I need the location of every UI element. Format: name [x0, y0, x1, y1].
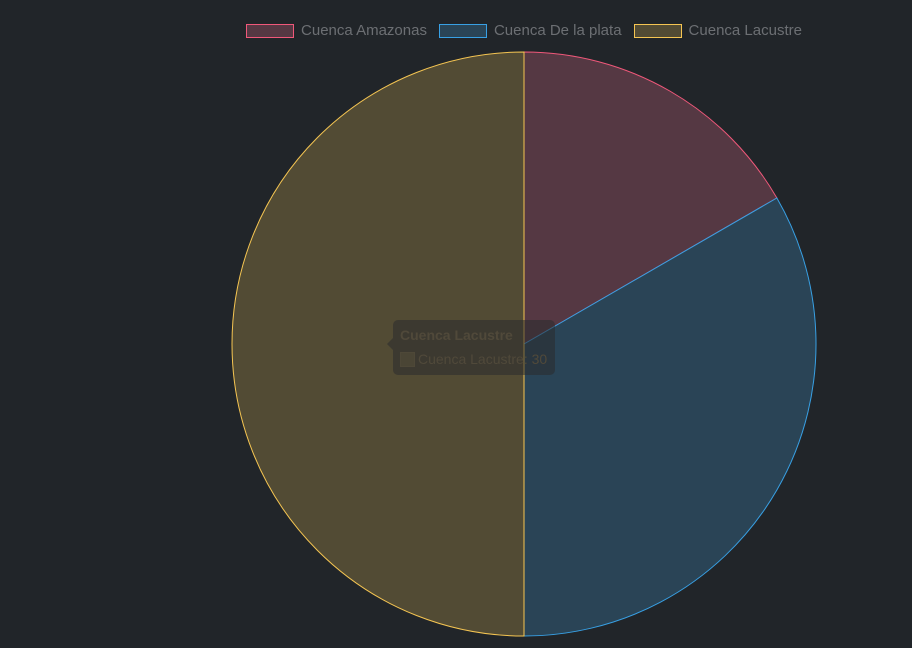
legend-label-cuenca-amazonas: Cuenca Amazonas	[301, 22, 427, 39]
legend-item-cuenca-de-la-plata[interactable]: Cuenca De la plata	[438, 22, 622, 39]
legend-swatch-cuenca-lacustre	[633, 23, 682, 38]
pie-slice-cuenca-de-la-plata[interactable]	[523, 197, 817, 637]
tooltip-color-swatch	[400, 351, 415, 367]
tooltip-label: Cuenca Lacustre: 30	[418, 351, 548, 367]
legend-label-cuenca-lacustre: Cuenca Lacustre	[688, 22, 802, 39]
legend-item-cuenca-amazonas[interactable]: Cuenca Amazonas	[246, 22, 427, 39]
legend-swatch-cuenca-amazonas	[246, 23, 295, 38]
tooltip-title: Cuenca Lacustre	[400, 327, 513, 343]
chart-legend: Cuenca Amazonas Cuenca De la plata Cuenc…	[0, 22, 912, 39]
legend-label-cuenca-de-la-plata: Cuenca De la plata	[493, 22, 622, 39]
legend-swatch-cuenca-de-la-plata	[438, 23, 487, 38]
pie-slice-cuenca-amazonas[interactable]	[523, 51, 778, 345]
legend-item-cuenca-lacustre[interactable]: Cuenca Lacustre	[633, 22, 802, 39]
chart-tooltip: Cuenca Lacustre Cuenca Lacustre: 30	[386, 320, 556, 375]
pie-slice-cuenca-lacustre[interactable]	[231, 51, 525, 637]
tooltip-body: Cuenca Lacustre: 30	[400, 349, 547, 369]
